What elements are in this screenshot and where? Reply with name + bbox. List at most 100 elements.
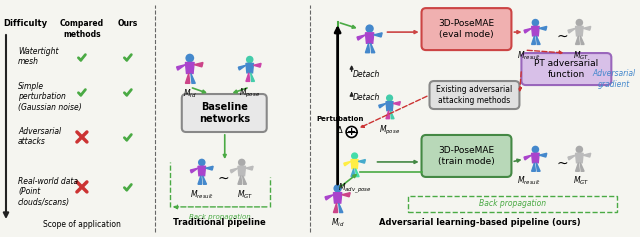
Polygon shape (177, 65, 186, 70)
Text: +: + (347, 127, 356, 137)
Text: 3D-PoseMAE
(train mode): 3D-PoseMAE (train mode) (438, 146, 495, 166)
Circle shape (351, 152, 358, 160)
Polygon shape (374, 33, 382, 37)
Text: Back propagation: Back propagation (479, 199, 546, 208)
Text: Ours: Ours (118, 19, 138, 28)
Text: Difficulty: Difficulty (3, 19, 47, 28)
Circle shape (365, 24, 374, 33)
Polygon shape (246, 166, 253, 170)
Polygon shape (580, 36, 584, 44)
Text: PT adversarial
function: PT adversarial function (534, 59, 598, 79)
Polygon shape (524, 28, 532, 33)
Polygon shape (568, 155, 575, 160)
Text: Back propagation: Back propagation (189, 214, 251, 220)
Circle shape (346, 127, 357, 137)
Text: $M_{adv\_pose}$: $M_{adv\_pose}$ (338, 182, 371, 196)
Polygon shape (575, 153, 583, 163)
Polygon shape (198, 166, 205, 176)
Polygon shape (194, 63, 203, 67)
Polygon shape (333, 193, 342, 203)
Polygon shape (238, 176, 242, 184)
Circle shape (532, 19, 539, 26)
Text: 3D-PoseMAE
(eval mode): 3D-PoseMAE (eval mode) (438, 19, 495, 39)
Text: Adversarial
attacks: Adversarial attacks (18, 127, 61, 146)
Polygon shape (390, 111, 394, 119)
Polygon shape (198, 176, 202, 184)
Polygon shape (251, 73, 255, 81)
Polygon shape (186, 63, 194, 73)
Circle shape (532, 146, 539, 153)
Polygon shape (205, 166, 213, 170)
Polygon shape (536, 163, 540, 171)
Text: $M_{id}$: $M_{id}$ (331, 217, 344, 229)
Polygon shape (325, 195, 333, 200)
FancyBboxPatch shape (182, 94, 267, 132)
Polygon shape (386, 111, 390, 119)
Polygon shape (386, 102, 393, 111)
Text: $M_{id}$: $M_{id}$ (183, 87, 196, 100)
Text: $M_{result}$: $M_{result}$ (190, 189, 214, 201)
Text: $M_{pose}$: $M_{pose}$ (379, 124, 400, 137)
Polygon shape (238, 166, 246, 176)
FancyBboxPatch shape (522, 53, 611, 85)
Circle shape (238, 159, 246, 166)
Text: Detach: Detach (353, 92, 380, 101)
Polygon shape (246, 63, 253, 73)
Circle shape (333, 184, 342, 193)
Polygon shape (524, 155, 532, 160)
Text: $M_{GT}$: $M_{GT}$ (573, 175, 589, 187)
Polygon shape (379, 103, 386, 108)
Polygon shape (358, 160, 365, 163)
Polygon shape (344, 161, 351, 166)
Text: $M_{result}$: $M_{result}$ (517, 175, 541, 187)
Polygon shape (393, 102, 401, 105)
Polygon shape (351, 160, 358, 169)
Polygon shape (355, 169, 359, 177)
Polygon shape (539, 26, 547, 30)
Text: Real-world data
(Point
clouds/scans): Real-world data (Point clouds/scans) (18, 177, 78, 207)
Polygon shape (230, 168, 238, 173)
Polygon shape (539, 153, 547, 157)
Polygon shape (532, 36, 536, 44)
Text: Baseline
networks: Baseline networks (198, 102, 250, 124)
Polygon shape (238, 65, 246, 70)
Polygon shape (371, 43, 375, 53)
Polygon shape (575, 163, 579, 171)
Polygon shape (532, 153, 539, 163)
Circle shape (198, 159, 205, 166)
Text: Adversarial learning-based pipeline (ours): Adversarial learning-based pipeline (our… (379, 218, 580, 227)
Polygon shape (357, 35, 365, 40)
Polygon shape (342, 193, 350, 197)
Polygon shape (339, 203, 343, 213)
Text: Traditional pipeline: Traditional pipeline (173, 218, 266, 227)
Circle shape (575, 19, 583, 26)
Text: ~: ~ (557, 30, 568, 44)
Polygon shape (583, 26, 591, 30)
Text: $M_{pose}$: $M_{pose}$ (239, 87, 260, 100)
Polygon shape (365, 43, 369, 53)
Circle shape (575, 146, 583, 153)
Circle shape (386, 94, 393, 102)
Circle shape (246, 56, 253, 63)
Circle shape (186, 54, 194, 63)
Polygon shape (536, 36, 540, 44)
Polygon shape (580, 163, 584, 171)
Text: Scope of application: Scope of application (43, 220, 121, 229)
Text: $M_{result}$: $M_{result}$ (517, 49, 541, 62)
Text: Pertubation: Pertubation (316, 116, 364, 122)
Polygon shape (568, 28, 575, 33)
Text: Detach: Detach (353, 69, 380, 78)
Polygon shape (191, 73, 195, 83)
Polygon shape (333, 203, 338, 213)
FancyBboxPatch shape (422, 135, 511, 177)
Text: Compared
methods: Compared methods (60, 19, 104, 38)
Text: Existing adversarial
attacking methods: Existing adversarial attacking methods (436, 85, 513, 105)
FancyBboxPatch shape (422, 8, 511, 50)
Text: $M_{GT}$: $M_{GT}$ (573, 49, 589, 62)
Polygon shape (243, 176, 246, 184)
Text: ~: ~ (218, 172, 230, 186)
FancyBboxPatch shape (429, 81, 520, 109)
Bar (408, 196, 618, 212)
Polygon shape (583, 153, 591, 157)
Polygon shape (186, 73, 190, 83)
